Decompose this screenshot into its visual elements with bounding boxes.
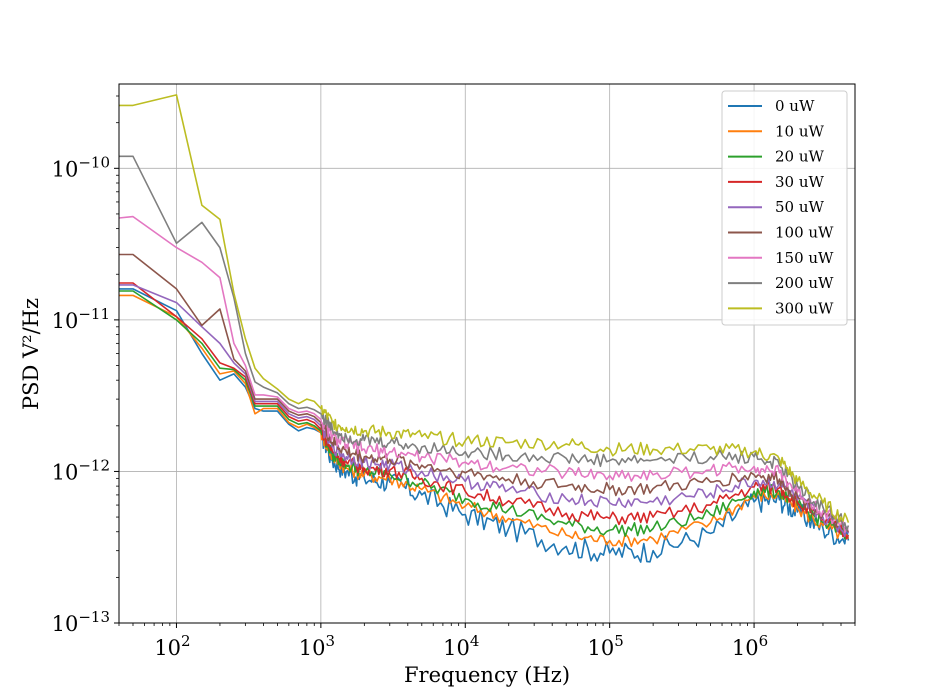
series-line-50-uw	[119, 284, 850, 537]
y-axis-label: PSD V²/Hz	[19, 298, 43, 410]
x-tick-label-base: 10	[443, 636, 470, 660]
x-tick-label-base: 10	[588, 636, 615, 660]
y-tick-label-exponent: −13	[78, 608, 110, 626]
x-tick-label-exponent: 6	[759, 632, 769, 650]
legend: 0 uW 10 uW 20 uW 30 uW 50 uW 100 uW 150 uW 200 …	[721, 90, 848, 326]
series-lines	[119, 94, 850, 563]
y-tick-label: 10−11	[52, 305, 110, 333]
x-tick-label: 102	[154, 632, 190, 660]
x-tick-label-exponent: 4	[470, 632, 480, 650]
x-axis-label: Frequency (Hz)	[404, 663, 570, 687]
y-tick-label: 10−10	[52, 153, 110, 181]
legend-label: 300 uW	[775, 299, 834, 317]
y-tick-label-exponent: −10	[78, 153, 110, 171]
series-line-300-uw	[119, 94, 850, 523]
y-tick-label-exponent: −11	[78, 305, 110, 323]
x-tick-label: 106	[732, 632, 768, 660]
x-tick-label: 104	[443, 632, 479, 660]
series-line-30-uw	[119, 282, 850, 540]
x-tick-label: 105	[588, 632, 624, 660]
y-tick-label-base: 10	[52, 612, 79, 636]
legend-label: 100 uW	[775, 224, 834, 242]
x-axis-ticks: 102 103 104 105 106	[118, 623, 856, 660]
x-tick-label-base: 10	[732, 636, 759, 660]
legend-label: 10 uW	[775, 122, 825, 140]
x-tick-label-exponent: 5	[614, 632, 624, 650]
x-tick-label: 103	[299, 632, 335, 660]
y-tick-label-base: 10	[52, 157, 79, 181]
x-tick-label-base: 10	[299, 636, 326, 660]
legend-label: 50 uW	[775, 198, 825, 216]
series-line-200-uw	[119, 155, 850, 532]
legend-label: 30 uW	[775, 173, 825, 191]
legend-label: 200 uW	[775, 274, 834, 292]
y-tick-label-exponent: −12	[78, 456, 110, 474]
x-tick-label-exponent: 2	[181, 632, 191, 650]
x-tick-label-exponent: 3	[325, 632, 335, 650]
y-tick-label: 10−13	[52, 608, 110, 636]
legend-label: 20 uW	[775, 148, 825, 166]
y-tick-label: 10−12	[52, 456, 110, 484]
y-tick-label-base: 10	[52, 309, 79, 333]
x-tick-label-base: 10	[154, 636, 181, 660]
y-tick-label-base: 10	[52, 460, 79, 484]
legend-box	[721, 90, 848, 326]
legend-label: 150 uW	[775, 249, 834, 267]
legend-label: 0 uW	[775, 97, 815, 115]
